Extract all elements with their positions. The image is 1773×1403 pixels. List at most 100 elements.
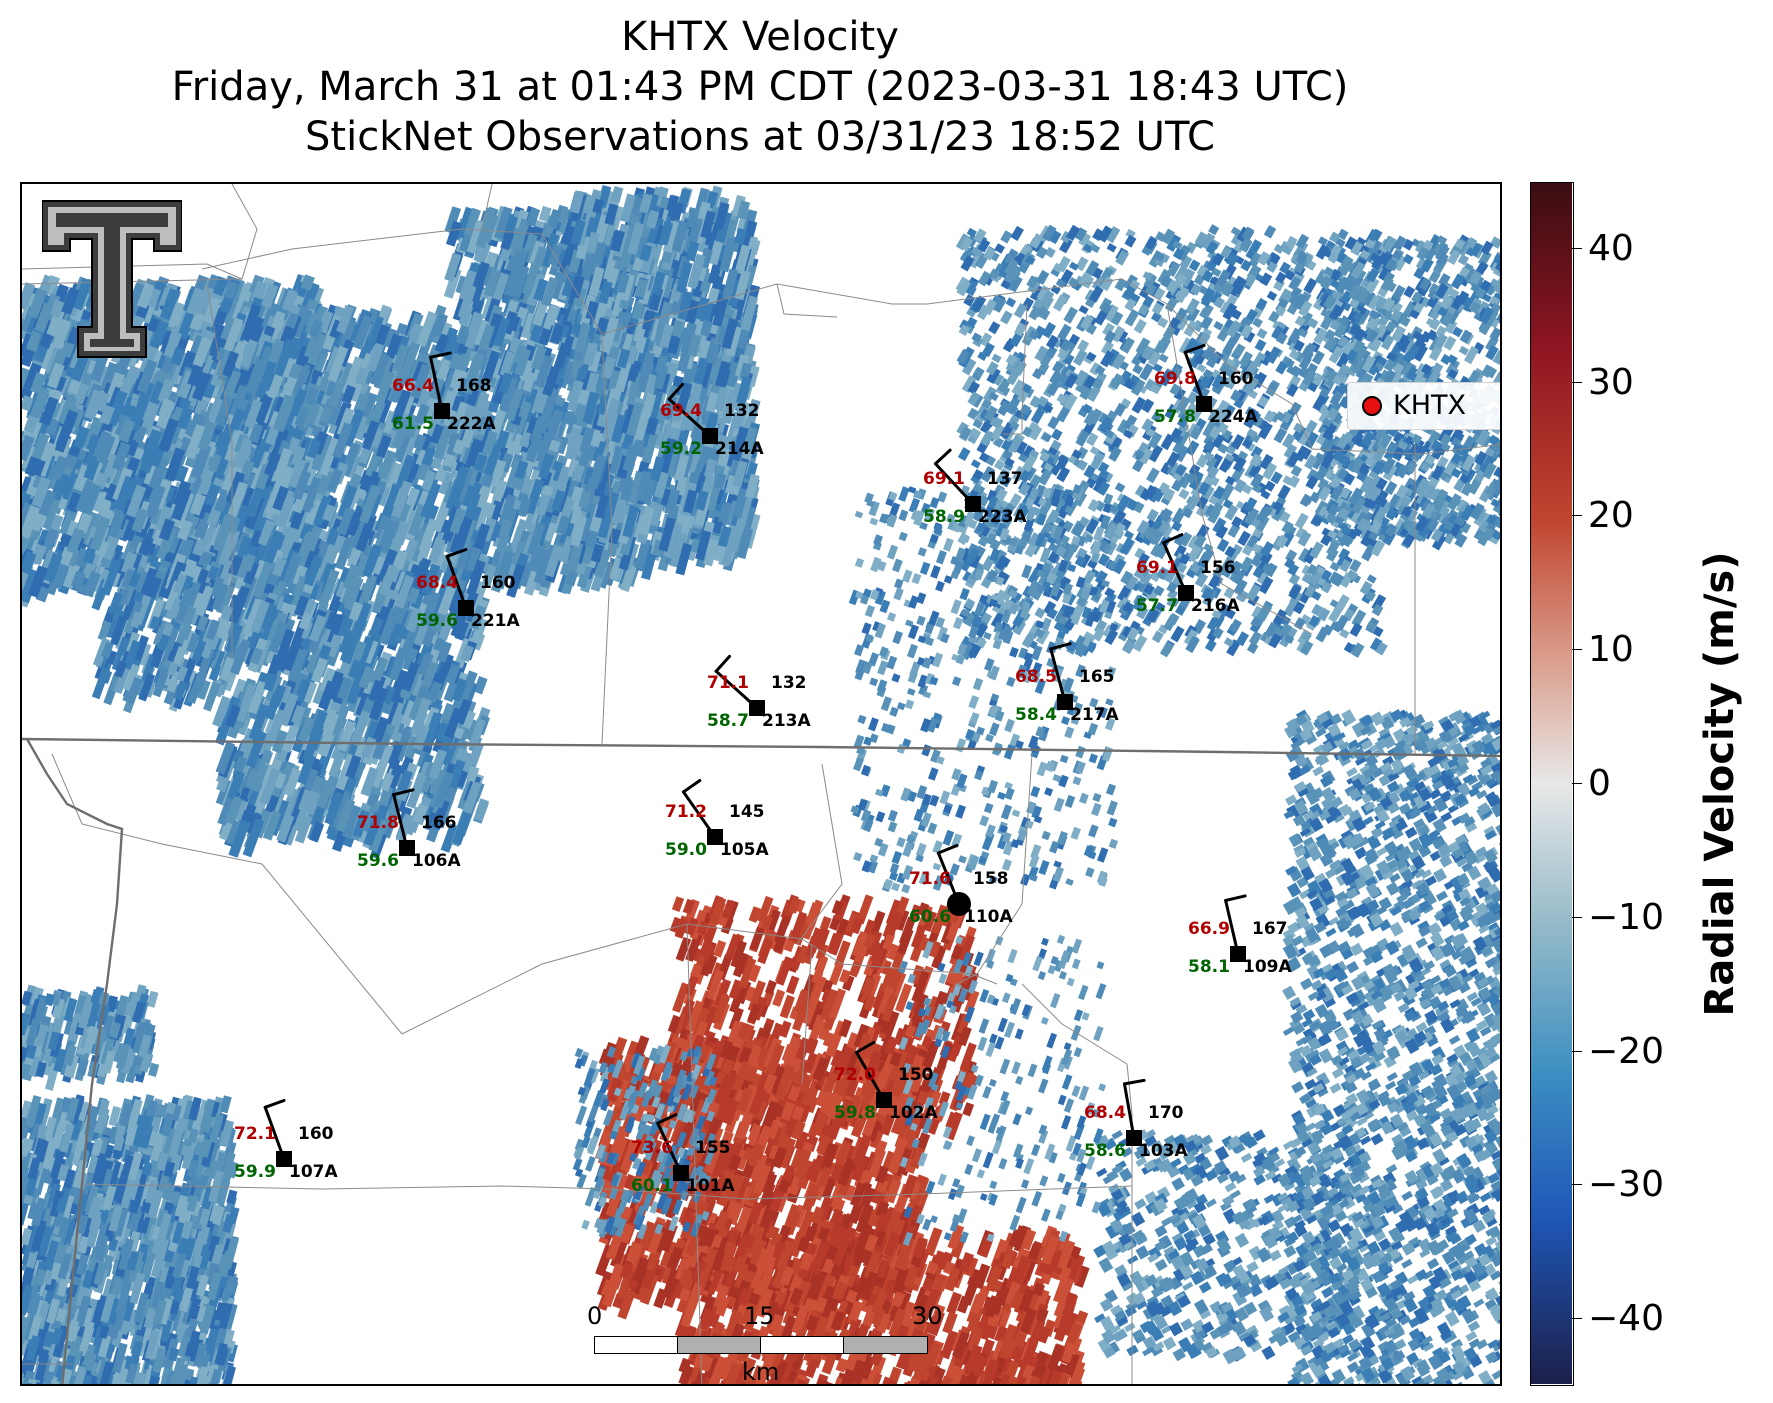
county-line <box>52 754 997 1034</box>
station-dewpoint: 59.6 <box>357 851 399 871</box>
station-wind-direction: 160 <box>480 573 516 593</box>
colorbar-tick-label: −10 <box>1574 900 1664 936</box>
station-dewpoint: 61.5 <box>392 414 434 434</box>
station-temperature: 73.6 <box>631 1138 673 1158</box>
station-temperature: 72.1 <box>234 1124 276 1144</box>
station-dewpoint: 59.2 <box>660 439 702 459</box>
colorbar-tick-label: 10 <box>1574 632 1634 668</box>
station-id: 217A <box>1070 705 1119 725</box>
station-dewpoint: 57.7 <box>1136 596 1178 616</box>
station-wind-direction: 160 <box>1218 369 1254 389</box>
scale-label-15: 15 <box>744 1302 775 1330</box>
station-id: 214A <box>715 439 764 459</box>
station-id: 221A <box>471 611 520 631</box>
legend-label: KHTX <box>1393 390 1466 421</box>
scale-label-0: 0 <box>587 1302 602 1330</box>
colorbar-tick-label: −20 <box>1574 1034 1664 1070</box>
station-id: 102A <box>889 1103 938 1123</box>
station-temperature: 72.0 <box>834 1065 876 1085</box>
chart-subtitle-time: Friday, March 31 at 01:43 PM CDT (2023-0… <box>0 64 1520 110</box>
station-temperature: 71.6 <box>909 869 951 889</box>
station-temperature: 69.8 <box>1154 369 1196 389</box>
radar-velocity-layer <box>22 185 1502 1386</box>
radar-map-canvas <box>22 184 1502 1386</box>
station-id: 105A <box>720 840 769 860</box>
station-dewpoint: 59.6 <box>416 611 458 631</box>
station-dewpoint: 59.0 <box>665 840 707 860</box>
station-id: 223A <box>978 507 1027 527</box>
station-wind-direction: 156 <box>1200 558 1236 578</box>
station-wind-direction: 168 <box>456 376 492 396</box>
station-temperature: 71.2 <box>665 802 707 822</box>
station-wind-direction: 155 <box>695 1138 731 1158</box>
station-wind-direction: 170 <box>1148 1103 1184 1123</box>
station-dewpoint: 58.4 <box>1015 705 1057 725</box>
station-dewpoint: 59.9 <box>234 1162 276 1182</box>
station-id: 106A <box>412 851 461 871</box>
radar-site-dot-icon <box>1362 396 1382 416</box>
scale-segment <box>594 1336 679 1354</box>
wind-barb <box>935 450 950 464</box>
station-wind-direction: 166 <box>421 813 457 833</box>
chart-title: KHTX Velocity <box>0 14 1520 60</box>
station-wind-direction: 137 <box>987 469 1023 489</box>
double-t-logo-icon <box>42 199 182 359</box>
colorbar-tick-label: −40 <box>1574 1301 1664 1337</box>
colorbar-gradient <box>1531 183 1572 1384</box>
colorbar-tick-label: −30 <box>1574 1167 1664 1203</box>
station-temperature: 71.1 <box>707 673 749 693</box>
station-dewpoint: 58.1 <box>1188 957 1230 977</box>
station-temperature: 69.4 <box>660 401 702 421</box>
station-wind-direction: 158 <box>973 869 1009 889</box>
station-dewpoint: 58.9 <box>923 507 965 527</box>
station-temperature: 66.9 <box>1188 919 1230 939</box>
station-wind-direction: 167 <box>1252 919 1288 939</box>
scale-unit: km <box>742 1358 779 1386</box>
station-id: 222A <box>447 414 496 434</box>
station-dewpoint: 60.6 <box>909 907 951 927</box>
station-id: 109A <box>1243 957 1292 977</box>
station-dewpoint: 59.8 <box>834 1103 876 1123</box>
station-id: 110A <box>964 907 1013 927</box>
scale-label-30: 30 <box>912 1302 943 1330</box>
station-id: 107A <box>289 1162 338 1182</box>
wind-barb <box>1124 1080 1144 1083</box>
station-temperature: 68.4 <box>416 573 458 593</box>
station-wind-direction: 145 <box>729 802 765 822</box>
station-wind-direction: 132 <box>724 401 760 421</box>
radar-map[interactable]: 0 15 30 km KHTX 66.4 168 61.5 222A 69.4 132 59… <box>20 182 1502 1386</box>
colorbar <box>1530 182 1574 1386</box>
scale-segment <box>843 1336 928 1354</box>
station-dewpoint: 57.8 <box>1154 407 1196 427</box>
colorbar-label: Radial Velocity (m/s) <box>1697 551 1743 1016</box>
wind-barb <box>683 780 699 791</box>
colorbar-tick-label: 30 <box>1574 365 1634 401</box>
scale-segment <box>677 1336 762 1354</box>
station-dewpoint: 58.7 <box>707 711 749 731</box>
colorbar-tick-label: 0 <box>1574 766 1611 802</box>
map-legend: KHTX <box>1347 382 1502 430</box>
station-temperature: 71.8 <box>357 813 399 833</box>
station-temperature: 66.4 <box>392 376 434 396</box>
station-temperature: 68.5 <box>1015 667 1057 687</box>
station-wind-direction: 150 <box>898 1065 934 1085</box>
station-id: 103A <box>1139 1141 1188 1161</box>
wind-barb <box>1226 896 1245 900</box>
station-wind-direction: 160 <box>298 1124 334 1144</box>
station-temperature: 69.1 <box>923 469 965 489</box>
station-id: 224A <box>1209 407 1258 427</box>
station-wind-direction: 165 <box>1079 667 1115 687</box>
texas-tech-logo <box>42 199 182 359</box>
wind-barb <box>716 656 729 671</box>
colorbar-tick-label: 20 <box>1574 498 1634 534</box>
station-wind-direction: 132 <box>771 673 807 693</box>
scale-segment <box>760 1336 845 1354</box>
station-dewpoint: 60.1 <box>631 1176 673 1196</box>
station-id: 101A <box>686 1176 735 1196</box>
wind-barb <box>265 1100 284 1107</box>
station-temperature: 68.4 <box>1084 1103 1126 1123</box>
colorbar-tick-label: 40 <box>1574 231 1634 267</box>
station-temperature: 69.1 <box>1136 558 1178 578</box>
station-id: 213A <box>762 711 811 731</box>
chart-subtitle-obs: StickNet Observations at 03/31/23 18:52 … <box>0 114 1520 160</box>
